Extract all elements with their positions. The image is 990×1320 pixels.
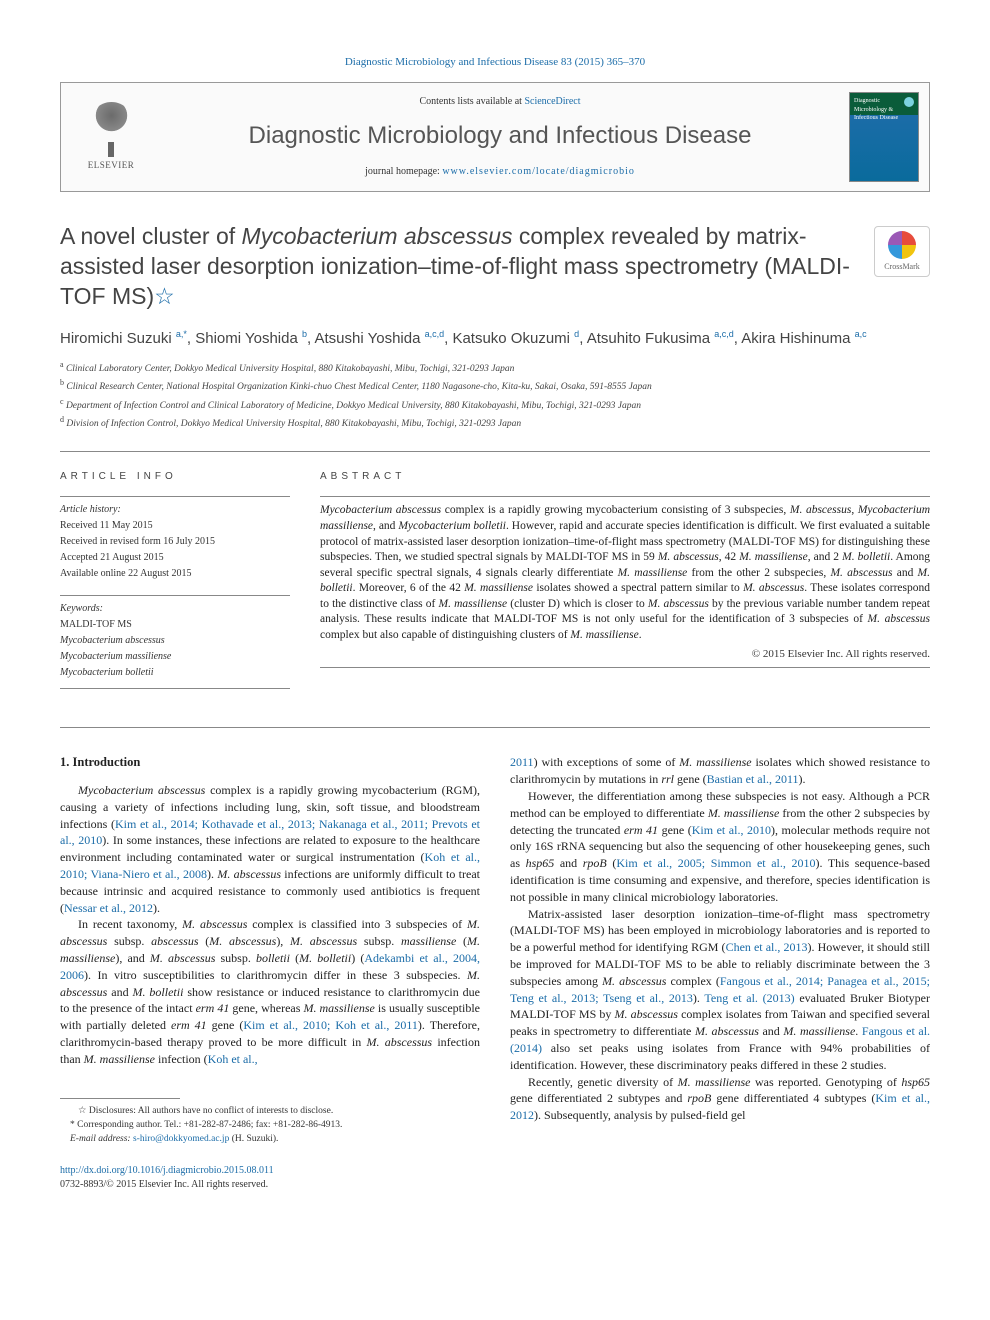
journal-header: ELSEVIER Contents lists available at Sci…	[60, 82, 930, 192]
article-history-block: Article history: Received 11 May 2015 Rec…	[60, 496, 290, 581]
cover-icon	[904, 97, 914, 107]
publisher-name: ELSEVIER	[88, 159, 135, 172]
right-column: 2011) with exceptions of some of M. mass…	[510, 754, 930, 1192]
affiliation-line: c Department of Infection Control and Cl…	[60, 396, 930, 413]
keyword: Mycobacterium abscessus	[60, 634, 290, 648]
affiliation-line: d Division of Infection Control, Dokkyo …	[60, 414, 930, 431]
elsevier-tree-icon	[89, 102, 134, 147]
disclosure-footnote: ☆ Disclosures: All authors have no confl…	[60, 1105, 480, 1118]
crossmark-icon	[888, 231, 916, 259]
crossmark-label: CrossMark	[884, 261, 920, 272]
corresponding-footnote: * Corresponding author. Tel.: +81-282-87…	[60, 1119, 480, 1132]
sciencedirect-link[interactable]: ScienceDirect	[524, 96, 580, 107]
affiliations: a Clinical Laboratory Center, Dokkyo Med…	[60, 359, 930, 432]
right-column-text: 2011) with exceptions of some of M. mass…	[510, 754, 930, 1124]
history-label: Article history:	[60, 503, 290, 517]
history-line: Accepted 21 August 2015	[60, 551, 290, 565]
article-info-column: ARTICLE INFO Article history: Received 1…	[60, 470, 290, 703]
history-line: Received 11 May 2015	[60, 519, 290, 533]
issn-line: 0732-8893/© 2015 Elsevier Inc. All right…	[60, 1178, 480, 1192]
footnote-rule	[60, 1098, 180, 1099]
elsevier-logo[interactable]: ELSEVIER	[81, 102, 141, 172]
left-column: 1. Introduction Mycobacterium abscessus …	[60, 754, 480, 1192]
article-title: A novel cluster of Mycobacterium abscess…	[60, 222, 864, 312]
footnotes: ☆ Disclosures: All authors have no confl…	[60, 1105, 480, 1147]
keyword: Mycobacterium bolletii	[60, 666, 290, 680]
doi-link[interactable]: http://dx.doi.org/10.1016/j.diagmicrobio…	[60, 1164, 480, 1178]
affiliation-line: a Clinical Laboratory Center, Dokkyo Med…	[60, 359, 930, 376]
doi-url[interactable]: http://dx.doi.org/10.1016/j.diagmicrobio…	[60, 1165, 274, 1176]
abstract-text: Mycobacterium abscessus complex is a rap…	[320, 496, 930, 643]
contents-prefix: Contents lists available at	[419, 96, 524, 107]
keywords-block: Keywords: MALDI-TOF MS Mycobacterium absc…	[60, 595, 290, 689]
citation-link[interactable]: Diagnostic Microbiology and Infectious D…	[345, 56, 645, 68]
abstract-bottom-rule	[320, 667, 930, 668]
header-center: Contents lists available at ScienceDirec…	[161, 83, 839, 191]
cover-title: Diagnostic Microbiology & Infectious Dis…	[854, 98, 898, 121]
body-two-column: 1. Introduction Mycobacterium abscessus …	[60, 754, 930, 1192]
journal-homepage-line: journal homepage: www.elsevier.com/locat…	[171, 165, 829, 179]
history-line: Available online 22 August 2015	[60, 567, 290, 581]
publisher-logo-cell: ELSEVIER	[61, 83, 161, 191]
homepage-prefix: journal homepage:	[365, 166, 442, 177]
journal-name: Diagnostic Microbiology and Infectious D…	[171, 119, 829, 153]
keywords-label: Keywords:	[60, 602, 290, 616]
contents-available-line: Contents lists available at ScienceDirec…	[171, 95, 829, 109]
keyword: Mycobacterium massiliense	[60, 650, 290, 664]
article-info-heading: ARTICLE INFO	[60, 470, 290, 484]
author-list: Hiromichi Suzuki a,*, Shiomi Yoshida b, …	[60, 328, 930, 349]
section-divider	[60, 727, 930, 728]
history-line: Received in revised form 16 July 2015	[60, 535, 290, 549]
email-footnote: E-mail address: s-hiro@dokkyomed.ac.jp (…	[60, 1133, 480, 1146]
journal-homepage-link[interactable]: www.elsevier.com/locate/diagmicrobio	[442, 166, 635, 177]
journal-citation: Diagnostic Microbiology and Infectious D…	[60, 55, 930, 70]
email-suffix: (H. Suzuki).	[229, 1134, 278, 1144]
left-column-text: Mycobacterium abscessus complex is a rap…	[60, 782, 480, 1068]
abstract-copyright: © 2015 Elsevier Inc. All rights reserved…	[320, 647, 930, 662]
abstract-column: ABSTRACT Mycobacterium abscessus complex…	[320, 470, 930, 703]
affiliation-line: b Clinical Research Center, National Hos…	[60, 377, 930, 394]
keyword: MALDI-TOF MS	[60, 618, 290, 632]
email-label: E-mail address:	[70, 1134, 133, 1144]
journal-cover-thumbnail[interactable]: Diagnostic Microbiology & Infectious Dis…	[849, 92, 919, 182]
abstract-heading: ABSTRACT	[320, 470, 930, 484]
author-email-link[interactable]: s-hiro@dokkyomed.ac.jp	[133, 1134, 229, 1144]
journal-cover-cell: Diagnostic Microbiology & Infectious Dis…	[839, 83, 929, 191]
introduction-heading: 1. Introduction	[60, 754, 480, 772]
crossmark-badge[interactable]: CrossMark	[874, 226, 930, 277]
